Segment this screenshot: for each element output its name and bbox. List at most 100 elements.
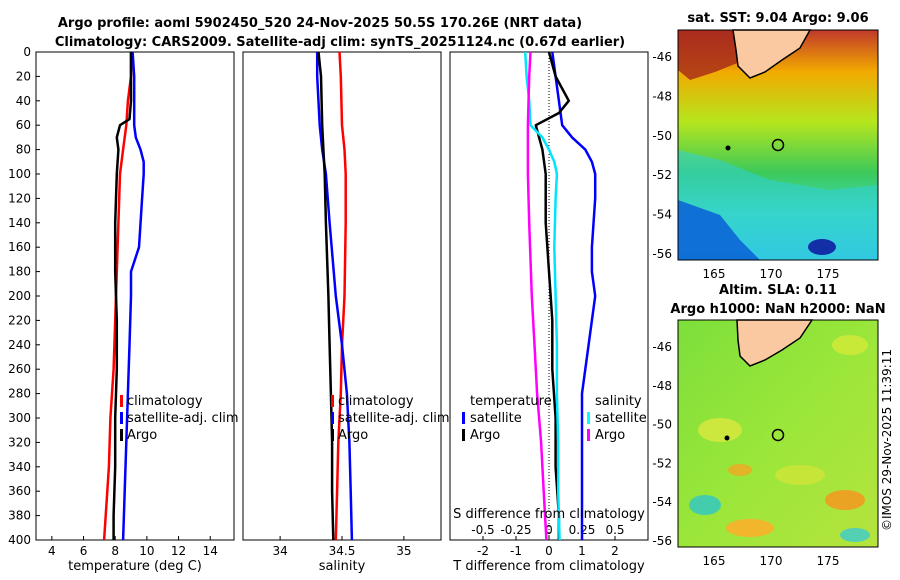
x-tick-label: 6 (80, 544, 88, 558)
x-tick-label: 10 (139, 544, 154, 558)
legend-climatology-swatch (120, 395, 123, 407)
legend-t-satellite-label: satellite (470, 411, 522, 426)
depth-tick-label: 220 (8, 313, 31, 327)
sla-anomaly (775, 465, 825, 485)
s-tick-label: -0.5 (471, 523, 494, 537)
x-tick-label: 4 (48, 544, 56, 558)
sla-anomaly (689, 495, 721, 515)
lat-tick-label: -48 (652, 379, 672, 393)
s-tick-label: -0.25 (500, 523, 531, 537)
salinity-panel: 34 34.5 35 salinity climatology satellite-… (242, 51, 450, 574)
difference-panel: -2 -1 0 1 2 -0.5 -0.25 0 0.25 0.5 T difference f… (449, 51, 649, 574)
legend-argo-swatch (120, 429, 123, 441)
lon-tick-label: 165 (703, 267, 726, 281)
lat-tick-label: -52 (652, 168, 672, 182)
series-line (317, 51, 335, 541)
lat-tick-label: -50 (652, 418, 672, 432)
land-mass (732, 29, 812, 79)
x-tick-label: 0 (545, 544, 553, 558)
island (725, 145, 731, 151)
s-difference-label: S difference from climatology (453, 507, 645, 522)
sla-anomaly (825, 490, 865, 510)
lon-tick-label: 165 (703, 554, 726, 568)
depth-tick-label: 340 (8, 460, 31, 474)
sla-anomaly (832, 335, 868, 355)
island (724, 435, 730, 441)
salinity-xlabel: salinity (319, 559, 366, 574)
lat-tick-label: -52 (652, 456, 672, 470)
sst-map-ticks: 165 170 175 -46 -48 -50 -52 -54 -56 (652, 50, 839, 281)
sla-map-ticks: 165 170 175 -46 -48 -50 -52 -54 -56 (652, 340, 839, 568)
argo-position-marker (771, 138, 785, 152)
sla-anomaly (726, 519, 774, 537)
cold-water-region (678, 200, 760, 260)
depth-tick-label: 120 (8, 191, 31, 205)
lat-tick-label: -56 (652, 247, 672, 261)
x-tick-label: 35 (396, 544, 411, 558)
lat-tick-label: -54 (652, 208, 672, 222)
depth-tick-label: 0 (23, 45, 31, 59)
legend-s-argo-label: Argo (595, 428, 625, 443)
t-difference-xlabel: T difference from climatology (452, 559, 645, 574)
legend-climatology-label: climatology (127, 394, 203, 409)
series-line (334, 51, 347, 541)
legend-temperature-title: temperature (470, 394, 552, 409)
land-mass (736, 319, 814, 367)
sst-map-frame (677, 29, 879, 261)
depth-tick-label: 160 (8, 240, 31, 254)
x-tick-label: -2 (477, 544, 489, 558)
legend-s-satellite-label: satellite (595, 411, 647, 426)
main-title-line2: Climatology: CARS2009. Satellite-adj cli… (55, 35, 625, 50)
x-tick-label: 14 (203, 544, 218, 558)
depth-tick-label: 40 (16, 94, 31, 108)
legend-t-argo-swatch (462, 429, 465, 441)
depth-tick-label: 240 (8, 338, 31, 352)
sla-anomaly (728, 464, 752, 476)
depth-tick-label: 300 (8, 411, 31, 425)
salinity-lines (315, 51, 354, 541)
depth-tick-label: 100 (8, 167, 31, 181)
lat-tick-label: -56 (652, 534, 672, 548)
main-title-line1: Argo profile: aoml 5902450_520 24-Nov-20… (58, 16, 582, 31)
lat-tick-label: -48 (652, 89, 672, 103)
legend-satellite-label: satellite-adj. clim (127, 411, 239, 426)
lat-tick-label: -46 (652, 50, 672, 64)
lon-tick-label: 170 (760, 267, 783, 281)
series-line (102, 52, 133, 541)
sla-map: Altim. SLA: 0.11 Argo h1000: NaN h2000: … (652, 283, 885, 568)
x-tick-label: 34 (272, 544, 287, 558)
series-line (526, 51, 548, 541)
temperature-lines (102, 51, 145, 541)
legend-argo-swatch (331, 429, 334, 441)
x-tick-label: -1 (510, 544, 522, 558)
depth-tick-label: 80 (16, 143, 31, 157)
legend-t-argo-label: Argo (470, 428, 500, 443)
depth-tick-label: 200 (8, 289, 31, 303)
s-tick-label: 0.5 (605, 523, 624, 537)
x-tick-label: 8 (111, 544, 119, 558)
temperature-x-ticks: 4 6 8 10 12 14 (48, 536, 218, 558)
legend-satellite-swatch (331, 412, 334, 424)
salinity-legend: climatology satellite-adj. clim Argo (331, 394, 450, 443)
legend-climatology-label: climatology (338, 394, 414, 409)
temperature-xlabel: temperature (deg C) (68, 559, 202, 574)
sla-map-frame (677, 319, 879, 548)
series-line (551, 51, 597, 540)
lon-tick-label: 170 (760, 554, 783, 568)
sst-map: sat. SST: 9.04 Argo: 9.06 165 170 175 -46 -4… (652, 11, 879, 281)
x-tick-label: 34.5 (329, 544, 356, 558)
depth-tick-label: 60 (16, 118, 31, 132)
legend-t-satellite-swatch (462, 412, 465, 424)
legend-argo-label: Argo (127, 428, 157, 443)
salinity-x-ticks: 34 34.5 35 (272, 536, 412, 558)
depth-tick-label: 260 (8, 362, 31, 376)
sla-anomaly (698, 418, 742, 442)
lon-tick-label: 175 (817, 554, 840, 568)
depth-tick-label: 20 (16, 69, 31, 83)
depth-tick-label: 380 (8, 509, 31, 523)
argo-position-marker (771, 428, 785, 442)
lat-tick-label: -46 (652, 340, 672, 354)
sla-map-title1: Altim. SLA: 0.11 (719, 283, 837, 298)
sla-anomaly (840, 528, 870, 542)
